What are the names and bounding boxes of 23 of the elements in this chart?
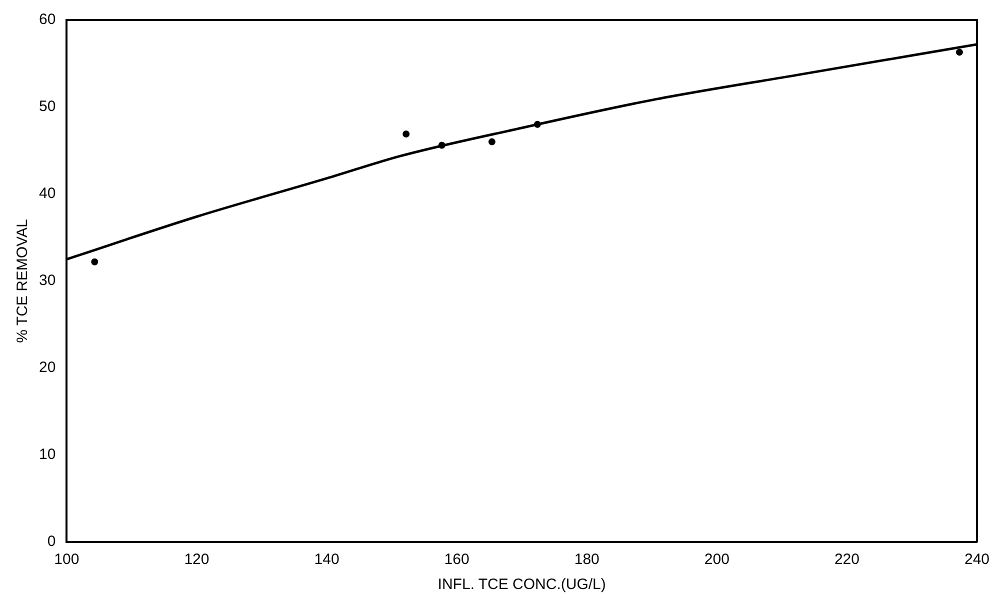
x-tick-label: 160 (444, 551, 470, 568)
y-axis-title: % TCE REMOVAL (14, 219, 32, 343)
point (402, 130, 410, 138)
y-tick-label: 30 (38, 272, 56, 290)
y-tick-label: 10 (38, 446, 56, 464)
point (488, 138, 496, 146)
x-tick-label: 240 (964, 551, 990, 568)
y-tick-label: 0 (47, 533, 56, 550)
x-tick-label: 120 (184, 551, 210, 568)
x-tick-label: 200 (704, 551, 730, 568)
point (438, 142, 446, 149)
y-tick-label: 60 (38, 11, 56, 28)
point (534, 120, 541, 128)
x-tick-label: 220 (834, 551, 860, 568)
y-tick-label: 20 (38, 359, 56, 376)
y-tick-label: 50 (38, 98, 56, 116)
x-tick-label: 100 (54, 551, 80, 568)
x-tick-label: 180 (574, 551, 600, 568)
y-tick-label: 40 (38, 185, 56, 202)
x-axis-title: INFL. TCE CONC.(UG/L) (438, 576, 606, 594)
x-tick-label: 140 (314, 551, 340, 568)
point (91, 258, 98, 266)
point (956, 48, 963, 56)
